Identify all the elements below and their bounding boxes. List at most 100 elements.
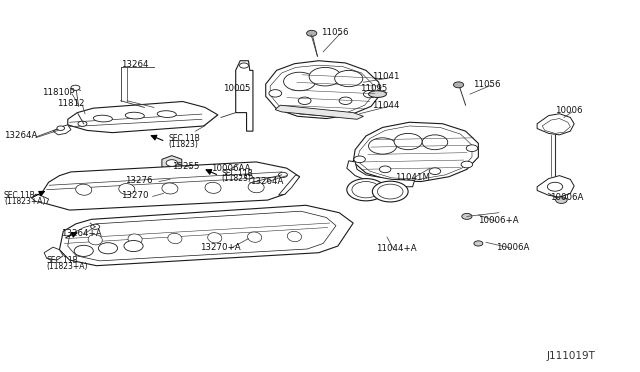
Ellipse shape — [162, 183, 178, 194]
Circle shape — [74, 245, 93, 256]
Polygon shape — [60, 205, 353, 266]
Circle shape — [269, 90, 282, 97]
Ellipse shape — [93, 115, 113, 122]
Circle shape — [422, 135, 448, 150]
Circle shape — [57, 126, 65, 131]
Text: 10006AA: 10006AA — [211, 164, 251, 173]
Text: 11044+A: 11044+A — [376, 244, 417, 253]
Circle shape — [239, 63, 248, 68]
Circle shape — [124, 240, 143, 251]
Text: 13264A: 13264A — [250, 177, 283, 186]
Text: 13270: 13270 — [121, 191, 148, 200]
Ellipse shape — [76, 184, 92, 195]
Ellipse shape — [88, 235, 102, 245]
Circle shape — [347, 179, 385, 201]
Circle shape — [454, 82, 464, 88]
Text: 11056: 11056 — [473, 80, 500, 89]
Ellipse shape — [157, 111, 176, 118]
Text: 15255: 15255 — [172, 162, 199, 171]
Polygon shape — [68, 102, 218, 133]
Text: (11823): (11823) — [168, 140, 198, 149]
Circle shape — [309, 67, 341, 86]
Text: J111019T: J111019T — [547, 351, 596, 361]
Text: SEC.11B: SEC.11B — [221, 169, 253, 177]
Text: 11041M: 11041M — [396, 173, 430, 182]
Text: 11812: 11812 — [57, 99, 84, 108]
Circle shape — [335, 70, 363, 87]
Circle shape — [429, 168, 441, 174]
Circle shape — [339, 97, 352, 105]
Circle shape — [99, 243, 118, 254]
Text: SEC.11B: SEC.11B — [47, 256, 79, 265]
Polygon shape — [31, 194, 49, 204]
Ellipse shape — [248, 232, 262, 242]
Text: 11044: 11044 — [372, 101, 400, 110]
Ellipse shape — [287, 231, 301, 242]
Circle shape — [165, 185, 173, 190]
Circle shape — [352, 182, 380, 198]
Circle shape — [71, 85, 80, 90]
Polygon shape — [537, 176, 574, 197]
Text: 11056: 11056 — [321, 28, 349, 37]
Circle shape — [474, 241, 483, 246]
Text: 11810P: 11810P — [42, 88, 75, 97]
Text: 10006A: 10006A — [495, 243, 529, 251]
Polygon shape — [53, 125, 71, 135]
Text: 11095: 11095 — [360, 84, 387, 93]
Polygon shape — [275, 105, 364, 119]
Ellipse shape — [125, 112, 145, 119]
Ellipse shape — [119, 183, 135, 195]
Circle shape — [369, 138, 397, 154]
Polygon shape — [266, 61, 381, 119]
Text: (11823+A): (11823+A) — [47, 262, 88, 271]
Text: 11041: 11041 — [372, 72, 400, 81]
Polygon shape — [537, 114, 574, 135]
Ellipse shape — [369, 91, 387, 97]
Ellipse shape — [128, 234, 142, 244]
Circle shape — [278, 172, 287, 177]
Circle shape — [462, 214, 472, 219]
Circle shape — [378, 184, 403, 199]
Circle shape — [556, 197, 567, 203]
Text: SEC.11B: SEC.11B — [4, 191, 36, 200]
Circle shape — [78, 121, 87, 126]
Polygon shape — [236, 61, 253, 131]
Polygon shape — [162, 155, 182, 170]
Circle shape — [372, 181, 408, 202]
Text: 13264A: 13264A — [4, 131, 37, 141]
Polygon shape — [161, 173, 177, 186]
Circle shape — [547, 182, 563, 191]
Circle shape — [364, 90, 376, 98]
Circle shape — [380, 166, 391, 173]
Text: 13276: 13276 — [125, 176, 153, 185]
Circle shape — [461, 161, 472, 168]
Circle shape — [298, 97, 311, 105]
Text: 13270+A: 13270+A — [200, 243, 241, 251]
Polygon shape — [278, 175, 300, 195]
Ellipse shape — [168, 233, 182, 244]
Ellipse shape — [207, 232, 222, 243]
Circle shape — [394, 134, 422, 150]
Text: 10006: 10006 — [555, 106, 582, 115]
Text: SEC.11B: SEC.11B — [168, 134, 200, 143]
Text: (11823+A): (11823+A) — [4, 197, 45, 206]
Text: 13264: 13264 — [121, 60, 148, 69]
Text: 10006+A: 10006+A — [478, 216, 519, 225]
Circle shape — [284, 72, 316, 91]
Text: 10006A: 10006A — [550, 193, 583, 202]
Circle shape — [244, 174, 252, 179]
Circle shape — [91, 224, 100, 230]
Circle shape — [354, 156, 365, 163]
Polygon shape — [40, 162, 300, 210]
Text: 13264+A: 13264+A — [61, 229, 102, 238]
Circle shape — [307, 31, 317, 36]
Text: (11823): (11823) — [221, 174, 252, 183]
Text: 10005: 10005 — [223, 84, 250, 93]
Polygon shape — [347, 161, 415, 187]
Polygon shape — [353, 122, 478, 182]
Polygon shape — [44, 247, 63, 260]
Circle shape — [166, 160, 177, 166]
Circle shape — [467, 145, 477, 151]
Ellipse shape — [248, 182, 264, 193]
Ellipse shape — [205, 182, 221, 193]
